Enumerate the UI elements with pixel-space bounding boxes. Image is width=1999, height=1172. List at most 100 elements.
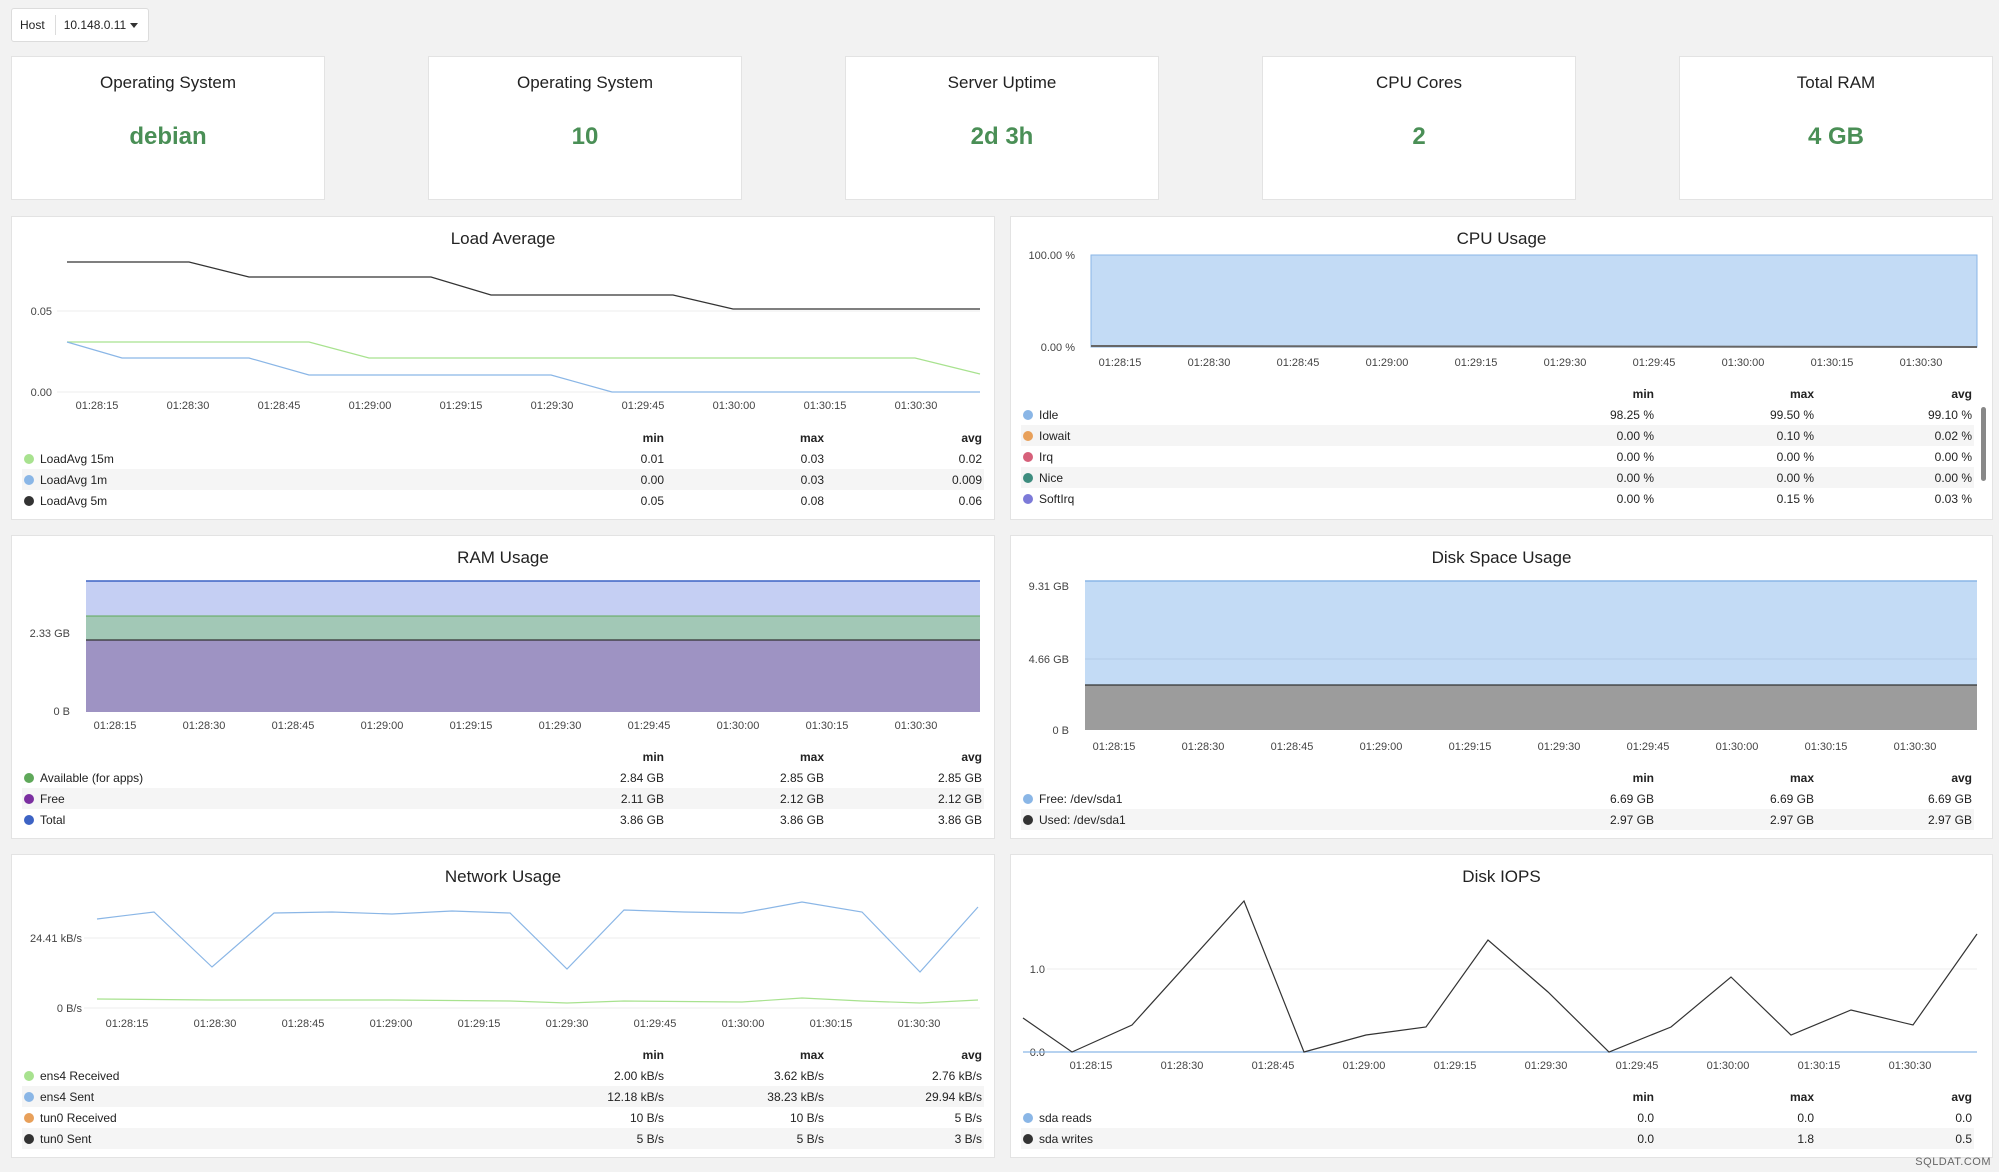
x-tick: 01:30:00 xyxy=(1716,741,1759,753)
avg-value: 0.02 % xyxy=(1934,428,1972,443)
legend-row[interactable]: sda writes 0.0 1.8 0.5 xyxy=(1021,1128,1974,1149)
avg-value: 0.00 % xyxy=(1934,449,1972,464)
dot-icon xyxy=(24,1112,34,1123)
watermark: SQLDAT.COM xyxy=(1915,1156,1991,1168)
max-value: 2.97 GB xyxy=(1769,812,1814,827)
max-value: 0.0 xyxy=(1797,1110,1814,1125)
max-value: 5 B/s xyxy=(796,1131,824,1146)
y-tick: 100.00 % xyxy=(1029,250,1076,262)
col-max: max xyxy=(799,1047,824,1062)
stat-title: Operating System xyxy=(516,73,654,92)
x-tick: 01:28:30 xyxy=(167,400,210,412)
y-tick: 0.00 % xyxy=(1041,342,1075,354)
legend-row[interactable]: Total 3.86 GB 3.86 GB 3.86 GB xyxy=(22,809,984,830)
legend-row[interactable]: LoadAvg 1m 0.00 0.03 0.009 xyxy=(22,469,984,490)
stat-title: Server Uptime xyxy=(947,73,1057,92)
avg-value: 0.06 xyxy=(958,493,982,508)
x-tick: 01:29:30 xyxy=(1525,1060,1568,1072)
col-min: min xyxy=(642,430,664,445)
series-sda-writes xyxy=(1022,899,1978,1053)
panel-disk-space: Disk Space Usage 9.31 GB 4.66 GB 0 B 01:… xyxy=(1010,535,1993,839)
y-tick: 4.66 GB xyxy=(1029,654,1069,666)
x-tick: 01:28:45 xyxy=(1252,1060,1295,1072)
legend-header: min max avg xyxy=(22,427,984,448)
legend-row[interactable]: Idle 98.25 % 99.50 % 99.10 % xyxy=(1021,404,1974,425)
y-tick: 0.00 xyxy=(31,387,52,399)
avg-value: 0.03 % xyxy=(1934,491,1972,506)
x-tick: 01:29:30 xyxy=(1538,741,1581,753)
x-tick: 01:28:30 xyxy=(194,1018,237,1030)
avg-value: 2.12 GB xyxy=(937,791,982,806)
legend-row[interactable]: LoadAvg 15m 0.01 0.03 0.02 xyxy=(22,448,984,469)
min-value: 2.84 GB xyxy=(619,770,664,785)
x-tick: 01:30:00 xyxy=(1722,357,1765,369)
legend-row[interactable]: SoftIrq 0.00 % 0.15 % 0.03 % xyxy=(1021,488,1974,509)
legend-row[interactable]: Iowait 0.00 % 0.10 % 0.02 % xyxy=(1021,425,1974,446)
x-tick: 01:29:30 xyxy=(531,400,574,412)
legend-row[interactable]: Irq 0.00 % 0.00 % 0.00 % xyxy=(1021,446,1974,467)
x-tick: 01:30:30 xyxy=(895,720,938,732)
series-total-area xyxy=(86,581,980,616)
y-tick: 1.0 xyxy=(1030,964,1045,976)
x-tick: 01:30:15 xyxy=(1811,357,1854,369)
x-tick: 01:28:30 xyxy=(183,720,226,732)
legend-table: min max avg Available (for apps) 2.84 GB 2.8… xyxy=(22,746,984,830)
legend-scrollbar[interactable] xyxy=(1981,407,1986,481)
dot-icon xyxy=(24,793,34,804)
x-tick: 01:29:30 xyxy=(539,720,582,732)
x-tick: 01:28:45 xyxy=(272,720,315,732)
panel-title: Disk IOPS xyxy=(1462,867,1541,886)
legend-row[interactable]: ens4 Sent 12.18 kB/s 38.23 kB/s 29.94 kB/s xyxy=(22,1086,984,1107)
dot-icon xyxy=(1023,814,1033,825)
legend-row[interactable]: Free: /dev/sda1 6.69 GB 6.69 GB 6.69 GB xyxy=(1021,788,1974,809)
col-avg: avg xyxy=(961,1047,982,1062)
x-tick: 01:29:45 xyxy=(628,720,671,732)
series-ens4-sent xyxy=(96,901,979,973)
legend-row[interactable]: tun0 Sent 5 B/s 5 B/s 3 B/s xyxy=(22,1128,984,1149)
x-tick: 01:30:00 xyxy=(722,1018,765,1030)
max-value: 1.8 xyxy=(1797,1131,1814,1146)
legend-table: min max avg Free: /dev/sda1 6.69 GB 6.69 GB 6… xyxy=(1021,767,1974,830)
series-idle-area xyxy=(1090,254,1978,348)
min-value: 0.00 % xyxy=(1616,428,1654,443)
legend-row[interactable]: tun0 Received 10 B/s 10 B/s 5 B/s xyxy=(22,1107,984,1128)
stat-card-uptime: Server Uptime 2d 3h xyxy=(845,56,1159,200)
host-selector[interactable]: Host 10.148.0.11 xyxy=(11,8,149,42)
stat-card-os: Operating System debian xyxy=(11,56,325,200)
legend-row[interactable]: Nice 0.00 % 0.00 % 0.00 % xyxy=(1021,467,1974,488)
x-tick: 01:29:15 xyxy=(1434,1060,1477,1072)
series-name: LoadAvg 15m xyxy=(40,451,114,466)
dot-icon xyxy=(24,1133,34,1144)
col-avg: avg xyxy=(1951,770,1972,785)
x-tick: 01:29:15 xyxy=(458,1018,501,1030)
dot-icon xyxy=(1023,451,1033,462)
avg-value: 0.009 xyxy=(951,472,982,487)
dot-icon xyxy=(24,495,34,506)
dot-icon xyxy=(24,453,34,464)
col-avg: avg xyxy=(961,430,982,445)
x-tick: 01:30:15 xyxy=(810,1018,853,1030)
legend-row[interactable]: Available (for apps) 2.84 GB 2.85 GB 2.85 G… xyxy=(22,767,984,788)
series-name: SoftIrq xyxy=(1039,491,1075,506)
panel-disk-iops: Disk IOPS 1.0 0.0 01:28:15 01:28:30 01:2… xyxy=(1010,854,1993,1158)
x-tick: 01:28:45 xyxy=(1271,741,1314,753)
legend-row[interactable]: sda reads 0.0 0.0 0.0 xyxy=(1021,1107,1974,1128)
legend-row[interactable]: LoadAvg 5m 0.05 0.08 0.06 xyxy=(22,490,984,511)
legend-row[interactable]: Free 2.11 GB 2.12 GB 2.12 GB xyxy=(22,788,984,809)
x-tick: 01:28:30 xyxy=(1161,1060,1204,1072)
series-loadavg-1m xyxy=(66,341,980,393)
avg-value: 2.76 kB/s xyxy=(931,1068,982,1083)
min-value: 2.00 kB/s xyxy=(613,1068,664,1083)
series-name: tun0 Received xyxy=(40,1110,117,1125)
dot-icon xyxy=(24,1091,34,1102)
legend-row[interactable]: Used: /dev/sda1 2.97 GB 2.97 GB 2.97 GB xyxy=(1021,809,1974,830)
network-usage-chart: 24.41 kB/s 0 B/s 01:28:15 01:28:30 01:28… xyxy=(30,901,980,1030)
panel-ram-usage: RAM Usage 2.33 GB 0 B 01:28:15 01:28:30 … xyxy=(11,535,995,839)
avg-value: 6.69 GB xyxy=(1927,791,1972,806)
x-tick: 01:30:00 xyxy=(717,720,760,732)
stat-value: 2d 3h xyxy=(970,123,1034,150)
legend-row[interactable]: ens4 Received 2.00 kB/s 3.62 kB/s 2.76 kB/s xyxy=(22,1065,984,1086)
stat-title: CPU Cores xyxy=(1376,73,1462,92)
y-tick: 2.33 GB xyxy=(30,628,70,640)
series-name: sda writes xyxy=(1039,1131,1094,1146)
